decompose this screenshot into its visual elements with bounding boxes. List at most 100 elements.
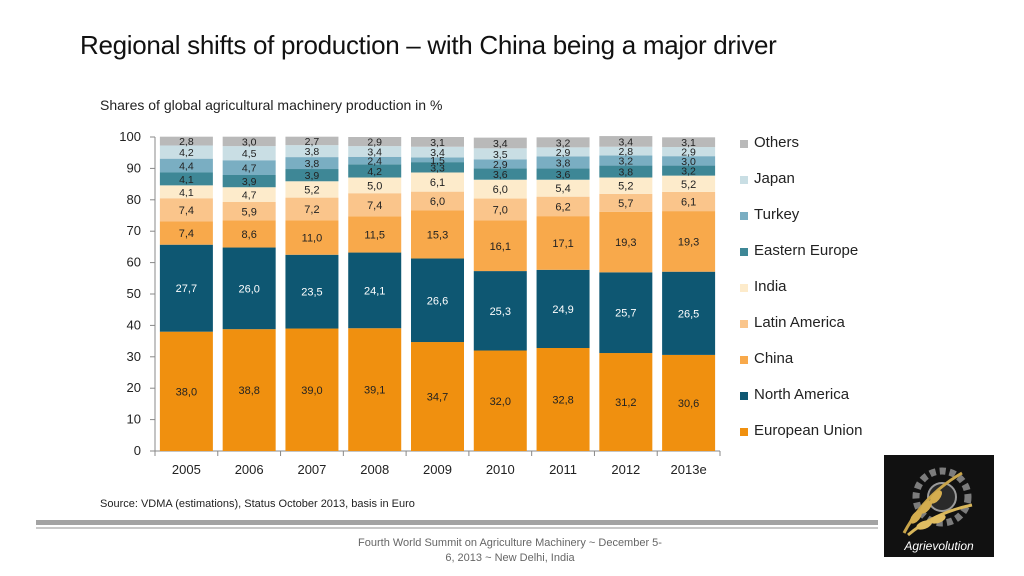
bar-segment xyxy=(411,172,464,192)
bar-segment xyxy=(599,155,653,166)
legend-item: Others xyxy=(740,134,890,170)
y-tick-label: 100 xyxy=(119,129,141,144)
bar-segment xyxy=(159,158,213,173)
bar-segment xyxy=(536,269,590,349)
data-label: 2,8 xyxy=(179,136,194,148)
data-label: 2,8 xyxy=(619,146,634,158)
data-label: 24,1 xyxy=(364,285,385,297)
data-label: 11,5 xyxy=(364,229,385,241)
bar-segment xyxy=(411,137,464,147)
data-label: 5,2 xyxy=(618,181,633,193)
bar-segment xyxy=(473,148,527,160)
bar-segment xyxy=(222,160,276,175)
footer-divider xyxy=(36,520,878,525)
x-tick-label: 2006 xyxy=(235,462,264,477)
chart-subtitle: Shares of global agricultural machinery … xyxy=(100,97,443,113)
bar-segment xyxy=(222,187,276,202)
y-tick-label: 10 xyxy=(127,412,141,427)
data-label: 2,9 xyxy=(493,159,508,171)
data-label: 4,1 xyxy=(179,174,194,186)
bar-segment xyxy=(536,179,590,197)
bar-segment xyxy=(348,164,402,178)
x-tick-label: 2008 xyxy=(360,462,389,477)
bar-segment xyxy=(536,147,590,157)
y-tick-label: 50 xyxy=(127,286,141,301)
legend-item: India xyxy=(740,278,890,314)
bar-segment xyxy=(536,137,590,148)
bar-segment xyxy=(473,168,527,180)
bar-segment xyxy=(285,145,339,158)
data-label: 3,5 xyxy=(493,149,508,161)
bar-segment xyxy=(285,220,339,255)
x-tick-label: 2007 xyxy=(297,462,326,477)
legend-label: China xyxy=(754,350,794,367)
data-label: 26,5 xyxy=(678,308,699,320)
bar-segment xyxy=(473,350,527,451)
bar-segment xyxy=(473,220,527,272)
bar-segment xyxy=(599,165,653,178)
footer-caption-line1: Fourth World Summit on Agriculture Machi… xyxy=(358,537,662,549)
chart-legend: Others Japan Turkey Eastern Europe India Lati… xyxy=(740,134,890,458)
legend-swatch xyxy=(740,356,748,364)
bar-segment xyxy=(662,147,716,157)
data-label: 5,2 xyxy=(304,184,319,196)
data-label: 38,0 xyxy=(176,386,197,398)
data-label: 3,8 xyxy=(305,146,320,158)
bar-segment xyxy=(662,354,716,451)
bar-segment xyxy=(411,210,464,259)
y-tick-label: 0 xyxy=(134,443,141,458)
bar-stack xyxy=(222,136,276,451)
bar-segment xyxy=(662,137,716,148)
data-label: 38,8 xyxy=(238,385,259,397)
bar-segment xyxy=(536,196,590,217)
bar-segment xyxy=(473,271,527,351)
data-label: 16,1 xyxy=(490,241,511,253)
data-label: 3,8 xyxy=(619,167,634,179)
data-label: 8,6 xyxy=(242,229,257,241)
data-label: 5,0 xyxy=(367,180,382,192)
data-label: 4,7 xyxy=(242,190,257,202)
legend-label: North America xyxy=(754,386,850,403)
bar-stack xyxy=(473,137,527,451)
legend-item: Eastern Europe xyxy=(740,242,890,278)
bar-segment xyxy=(411,162,464,173)
legend-swatch xyxy=(740,284,748,292)
data-label: 6,0 xyxy=(430,196,445,208)
bar-segment xyxy=(285,136,339,146)
x-tick-label: 2009 xyxy=(423,462,452,477)
legend-label: Turkey xyxy=(754,206,800,223)
bar-segment xyxy=(348,193,402,217)
bar-segment xyxy=(599,177,653,194)
legend-label: Japan xyxy=(754,170,795,187)
bar-segment xyxy=(159,185,213,199)
legend-swatch xyxy=(740,320,748,328)
y-tick-label: 90 xyxy=(127,160,141,175)
data-label: 19,3 xyxy=(615,237,636,249)
data-label: 3,6 xyxy=(556,169,571,181)
data-label: 15,3 xyxy=(427,229,448,241)
data-label: 26,6 xyxy=(427,295,448,307)
bar-segment xyxy=(599,353,653,451)
data-label: 2,4 xyxy=(367,156,382,168)
y-tick-label: 40 xyxy=(127,317,141,332)
source-note: Source: VDMA (estimations), Status Octob… xyxy=(100,498,415,510)
data-label: 2,9 xyxy=(556,147,571,159)
bar-segment xyxy=(222,329,276,451)
legend-item: European Union xyxy=(740,422,890,458)
bar-segment xyxy=(662,211,716,272)
bar-segment xyxy=(348,252,402,329)
data-label: 5,2 xyxy=(681,179,696,191)
bar-segment xyxy=(536,216,590,270)
data-label: 3,2 xyxy=(681,166,696,178)
data-label: 19,3 xyxy=(678,236,699,248)
data-label: 7,4 xyxy=(179,205,194,217)
data-label: 17,1 xyxy=(552,238,573,250)
data-label: 23,5 xyxy=(301,287,322,299)
data-label: 3,2 xyxy=(619,156,634,168)
data-label: 4,5 xyxy=(242,148,257,160)
data-label: 32,8 xyxy=(552,395,573,407)
bar-segment xyxy=(222,174,276,188)
bar-segment xyxy=(411,146,464,158)
bar-segment xyxy=(473,159,527,169)
bar-segment xyxy=(662,191,716,212)
